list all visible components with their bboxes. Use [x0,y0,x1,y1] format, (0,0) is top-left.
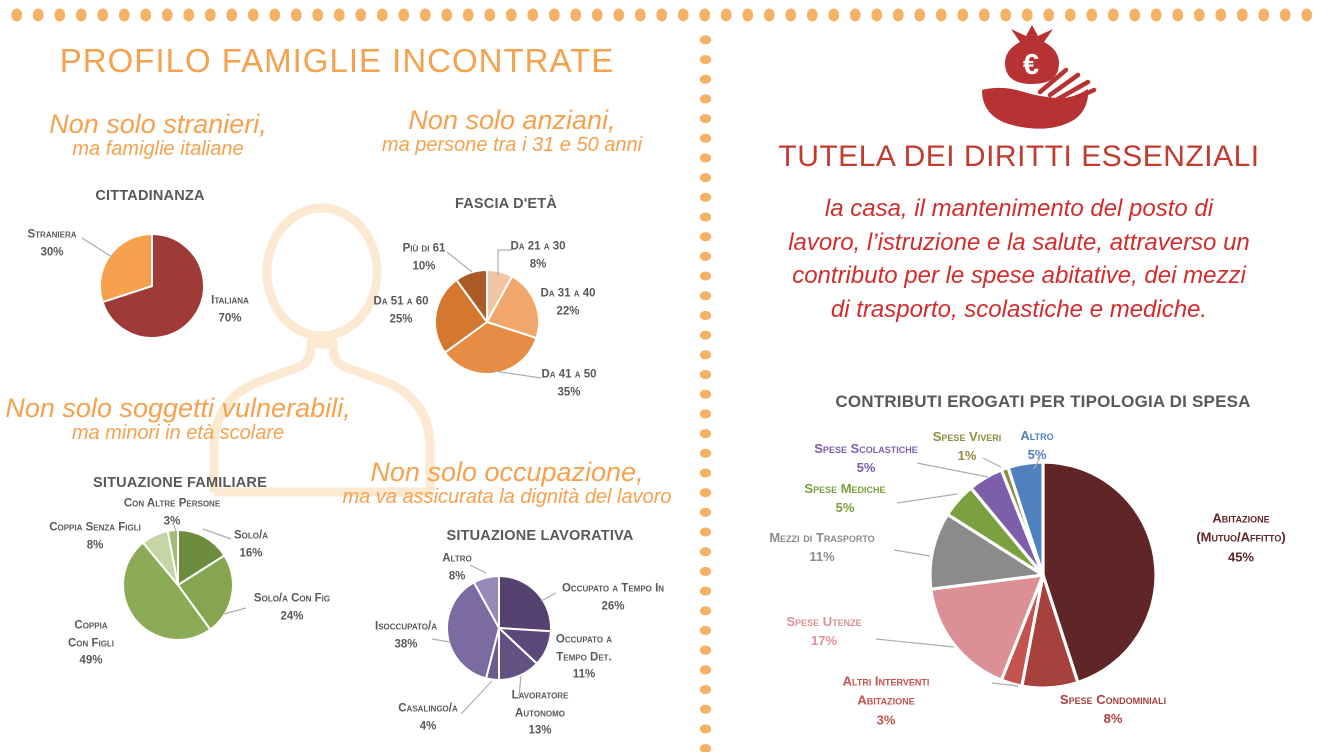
annotation-anziani: Non solo anziani, ma persone tra i 31 e … [382,106,642,157]
pie-label: Italiana 70% [211,294,249,324]
pie-slice [1006,460,1045,577]
annotation-line1: Non solo soggetti vulnerabili, [5,393,351,423]
pie-label: Spese Utenze 17% [786,613,862,649]
pie-label: Occupato a Tempo Det. 11% [555,633,613,681]
pie-label: Spese Condominiali 8% [1059,691,1167,727]
person-silhouette-watermark [209,203,435,497]
pie-label: Isoccupato/a 38% [375,620,437,650]
pie-label: Da 31 a 40 22% [540,287,596,317]
pie-label: Lavoratore Autonomo 13% [511,689,569,737]
pie-cittadinanza [99,233,205,339]
pie-slice [122,541,212,641]
pie-slice [455,269,488,323]
pie-slice [177,529,226,586]
pie-slice [166,529,179,586]
top-dotted-border [6,8,1323,22]
pie-label: Spese Viveri 1% [932,428,1002,464]
money-hand-icon: € [982,25,1097,129]
annotation-line2: ma va assicurata la dignità del lavoro [342,486,672,509]
pie-label: Coppia Senza Figli 8% [49,521,141,551]
annotation-stranieri: Non solo stranieri, ma famiglie italiane [49,110,267,161]
chart-title-situazione-lavorativa: SITUAZIONE LAVORATIVA [446,528,634,544]
pie-label: Casalingo/a 4% [398,702,458,732]
pie-slice [486,275,540,340]
pie-label: Coppia Con Figli 49% [67,619,115,667]
page-title: PROFILO FAMIGLIE INCONTRATE [59,42,615,79]
leader-lines [81,237,1041,715]
pie-label: Con Altre Persone 3% [123,497,221,527]
pie-label: Altro 5% [1020,427,1054,463]
pie-label: Altro 8% [442,552,472,582]
pie-slice [472,575,500,629]
annotation-line2: ma famiglie italiane [72,138,244,161]
annotation-line1: Non solo occupazione, [370,457,644,487]
pie-label: Mezzi di Trasporto 11% [769,529,875,565]
pie-fascia-eta [434,269,540,375]
annotation-line2: ma persone tra i 31 e 50 anni [381,134,643,157]
annotation-line1: Non solo stranieri, [49,109,267,139]
pie-label: Più di 61 10% [402,242,446,272]
pie-label: Spese Mediche 5% [804,480,886,516]
pie-label: Solo/a 16% [234,529,268,559]
chart-title-fascia-eta: FASCIA D'ETÀ [455,196,557,212]
annotation-line2: ma minori in età scolare [71,422,285,445]
pie-label: Da 41 a 50 35% [541,368,597,398]
pie-slice [101,233,205,339]
pie-slice [929,573,1045,682]
pie-contributi-erogati [928,460,1158,690]
pie-slice [443,321,538,375]
annotation-line1: Non solo anziani, [408,105,616,135]
pie-label: Straniera 30% [27,228,77,258]
chart-title-situazione-familiare: SITUAZIONE FAMILIARE [93,475,267,491]
pie-label: Da 21 a 30 8% [510,240,566,270]
right-section-title: TUTELA DEI DIRITTI ESSENZIALI [778,140,1260,173]
annotation-vulnerabili: Non solo soggetti vulnerabili, ma minori… [5,394,350,445]
pie-situazione-familiare [122,529,234,641]
pie-slice [1041,460,1158,685]
chart-title-contributi: CONTRIBUTI EROGATI PER TIPOLOGIA DI SPES… [835,392,1251,411]
pie-slice [434,278,488,354]
pie-slice [177,554,234,631]
pie-label: Solo/a Con Fig 24% [253,592,331,622]
right-section-paragraph: la casa, il mantenimento del posto di la… [788,195,1250,323]
pie-label: Abitazione (Mutuo/Affitto) 45% [1196,509,1286,564]
vertical-dotted-divider [698,30,713,752]
pie-label: Da 51 a 60 25% [373,295,429,325]
chart-title-cittadinanza: CITTADINANZA [95,188,205,204]
pie-label: Occupato a Tempo In 26% [561,582,665,612]
pie-label: Spese Scolastiche 5% [814,440,918,476]
pie-label: Altri Interventi Abitazione 3% [842,672,930,727]
euro-glyph: € [1023,49,1039,81]
pie-situazione-lavorativa [446,575,552,681]
annotation-occupazione: Non solo occupazione, ma va assicurata l… [342,458,671,509]
pie-slice [498,575,552,633]
